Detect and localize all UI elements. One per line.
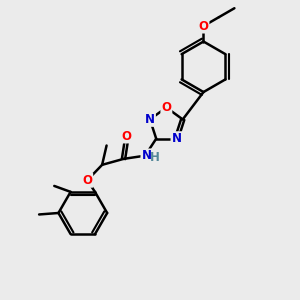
Text: N: N xyxy=(172,132,182,145)
Text: O: O xyxy=(122,130,131,142)
Text: O: O xyxy=(161,101,171,114)
Text: O: O xyxy=(199,20,208,33)
Text: O: O xyxy=(82,174,92,187)
Text: N: N xyxy=(145,113,155,126)
Text: H: H xyxy=(149,151,159,164)
Text: N: N xyxy=(141,149,152,162)
